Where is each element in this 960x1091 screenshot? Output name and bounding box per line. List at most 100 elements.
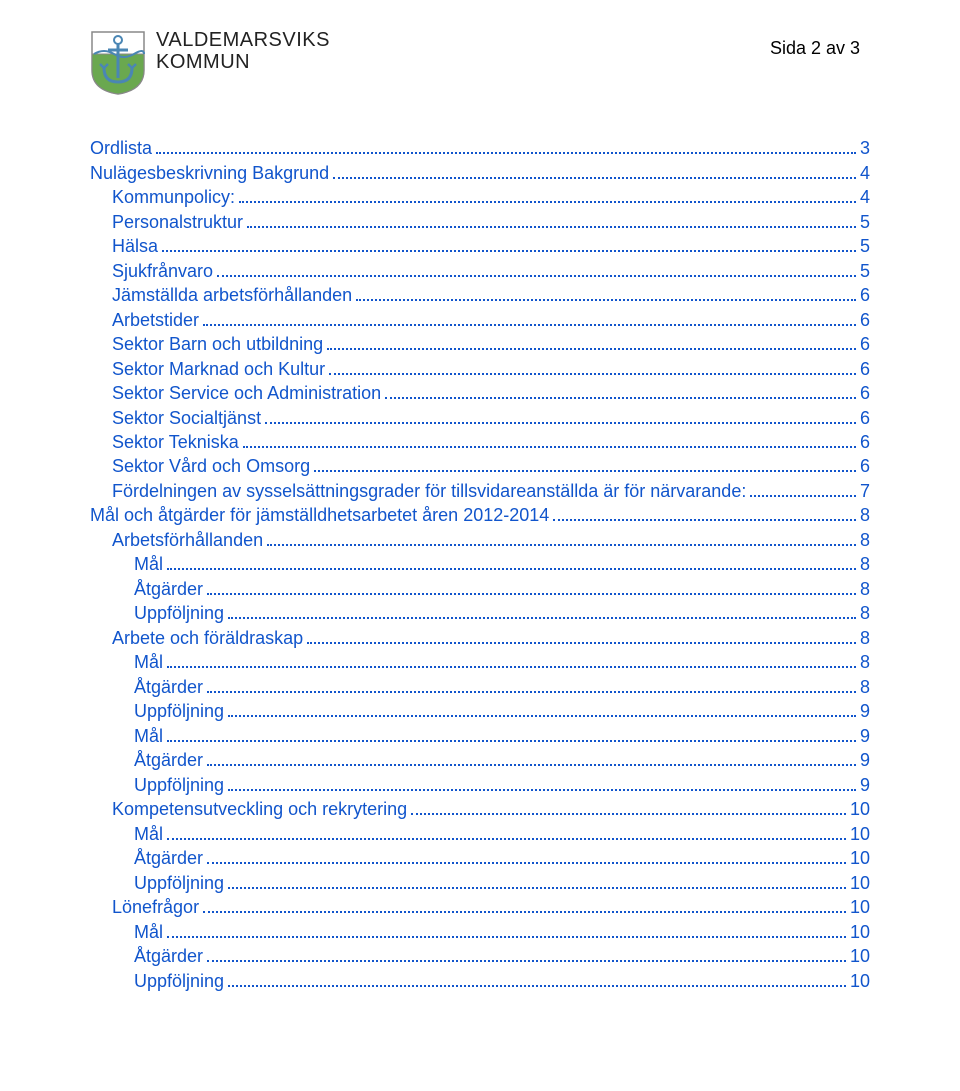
toc-row[interactable]: Personalstruktur 5 bbox=[90, 209, 870, 233]
toc-label: Sektor Service och Administration bbox=[112, 381, 381, 405]
toc-row[interactable]: Uppföljning 10 bbox=[90, 871, 870, 895]
toc-page-number: 9 bbox=[860, 699, 870, 723]
toc-leader-dots bbox=[203, 307, 856, 325]
toc-row[interactable]: Åtgärder 10 bbox=[90, 944, 870, 968]
toc-row[interactable]: Ordlista3 bbox=[90, 136, 870, 160]
toc-page-number: 10 bbox=[850, 871, 870, 895]
toc-page-number: 4 bbox=[860, 185, 870, 209]
toc-row[interactable]: Sektor Barn och utbildning 6 bbox=[90, 332, 870, 356]
toc-row[interactable]: Mål8 bbox=[90, 650, 870, 674]
toc-label: Kommunpolicy: bbox=[112, 185, 235, 209]
toc-label: Arbetsförhållanden bbox=[112, 528, 263, 552]
toc-leader-dots bbox=[167, 724, 856, 742]
toc-leader-dots bbox=[228, 773, 856, 791]
toc-row[interactable]: Lönefrågor10 bbox=[90, 895, 870, 919]
toc-label: Sektor Barn och utbildning bbox=[112, 332, 323, 356]
document-page: VALDEMARSVIKS KOMMUN Sida 2 av 3 Ordlist… bbox=[0, 0, 960, 1091]
toc-row[interactable]: Mål8 bbox=[90, 552, 870, 576]
toc-row[interactable]: Uppföljning 10 bbox=[90, 968, 870, 992]
toc-label: Åtgärder bbox=[134, 577, 203, 601]
toc-page-number: 5 bbox=[860, 210, 870, 234]
toc-label: Mål och åtgärder för jämställdhetsarbete… bbox=[90, 503, 549, 527]
toc-leader-dots bbox=[327, 332, 856, 350]
toc-label: Sektor Vård och Omsorg bbox=[112, 454, 310, 478]
toc-page-number: 10 bbox=[850, 944, 870, 968]
toc-row[interactable]: Kompetensutveckling och rekrytering10 bbox=[90, 797, 870, 821]
toc-leader-dots bbox=[162, 234, 856, 252]
toc-label: Uppföljning bbox=[134, 699, 224, 723]
toc-label: Personalstruktur bbox=[112, 210, 243, 234]
toc-row[interactable]: Fördelningen av sysselsättningsgrader fö… bbox=[90, 479, 870, 503]
toc-row[interactable]: Kommunpolicy: 4 bbox=[90, 185, 870, 209]
toc-row[interactable]: Nulägesbeskrivning Bakgrund 4 bbox=[90, 160, 870, 184]
toc-leader-dots bbox=[167, 920, 846, 938]
toc-leader-dots bbox=[217, 258, 856, 276]
toc-label: Nulägesbeskrivning Bakgrund bbox=[90, 161, 329, 185]
toc-row[interactable]: Uppföljning9 bbox=[90, 773, 870, 797]
toc-row[interactable]: Hälsa5 bbox=[90, 234, 870, 258]
toc-leader-dots bbox=[167, 552, 856, 570]
toc-page-number: 8 bbox=[860, 675, 870, 699]
toc-leader-dots bbox=[267, 528, 856, 546]
toc-page-number: 6 bbox=[860, 430, 870, 454]
toc-label: Åtgärder bbox=[134, 944, 203, 968]
toc-label: Uppföljning bbox=[134, 871, 224, 895]
toc-row[interactable]: Sektor Vård och Omsorg6 bbox=[90, 454, 870, 478]
toc-row[interactable]: Åtgärder9 bbox=[90, 748, 870, 772]
toc-label: Mål bbox=[134, 552, 163, 576]
toc-row[interactable]: Mål9 bbox=[90, 724, 870, 748]
toc-page-number: 5 bbox=[860, 234, 870, 258]
toc-row[interactable]: Mål10 bbox=[90, 920, 870, 944]
logo-text: VALDEMARSVIKS KOMMUN bbox=[156, 30, 330, 72]
toc-leader-dots bbox=[156, 136, 856, 154]
toc-row[interactable]: Arbete och föräldraskap8 bbox=[90, 626, 870, 650]
crest-icon bbox=[90, 30, 146, 96]
toc-row[interactable]: Åtgärder10 bbox=[90, 846, 870, 870]
toc-label: Fördelningen av sysselsättningsgrader fö… bbox=[112, 479, 746, 503]
toc-leader-dots bbox=[314, 454, 856, 472]
toc-row[interactable]: Mål10 bbox=[90, 822, 870, 846]
toc-page-number: 6 bbox=[860, 332, 870, 356]
toc-page-number: 9 bbox=[860, 724, 870, 748]
toc-page-number: 7 bbox=[860, 479, 870, 503]
toc-page-number: 8 bbox=[860, 626, 870, 650]
toc-row[interactable]: Sektor Socialtjänst6 bbox=[90, 405, 870, 429]
toc-page-number: 10 bbox=[850, 895, 870, 919]
toc-page-number: 4 bbox=[860, 161, 870, 185]
toc-page-number: 6 bbox=[860, 381, 870, 405]
toc-page-number: 10 bbox=[850, 969, 870, 993]
toc-label: Mål bbox=[134, 920, 163, 944]
table-of-contents: Ordlista3Nulägesbeskrivning Bakgrund4Kom… bbox=[90, 136, 870, 993]
toc-row[interactable]: Åtgärder 8 bbox=[90, 577, 870, 601]
toc-row[interactable]: Sektor Marknad och Kultur6 bbox=[90, 356, 870, 380]
toc-leader-dots bbox=[167, 650, 856, 668]
toc-leader-dots bbox=[228, 601, 856, 619]
toc-row[interactable]: Sektor Service och Administration 6 bbox=[90, 381, 870, 405]
toc-page-number: 10 bbox=[850, 846, 870, 870]
toc-row[interactable]: Sjukfrånvaro5 bbox=[90, 258, 870, 282]
toc-row[interactable]: Arbetstider6 bbox=[90, 307, 870, 331]
toc-page-number: 8 bbox=[860, 528, 870, 552]
toc-leader-dots bbox=[207, 748, 856, 766]
toc-leader-dots bbox=[167, 822, 846, 840]
toc-leader-dots bbox=[207, 944, 846, 962]
toc-row[interactable]: Jämställda arbetsförhållanden6 bbox=[90, 283, 870, 307]
toc-leader-dots bbox=[207, 675, 856, 693]
toc-row[interactable]: Sektor Tekniska6 bbox=[90, 430, 870, 454]
toc-page-number: 8 bbox=[860, 577, 870, 601]
toc-row[interactable]: Arbetsförhållanden 8 bbox=[90, 528, 870, 552]
toc-label: Åtgärder bbox=[134, 748, 203, 772]
toc-row[interactable]: Åtgärder8 bbox=[90, 675, 870, 699]
toc-label: Uppföljning bbox=[134, 969, 224, 993]
toc-row[interactable]: Uppföljning8 bbox=[90, 601, 870, 625]
toc-label: Sektor Socialtjänst bbox=[112, 406, 261, 430]
toc-leader-dots bbox=[356, 283, 856, 301]
toc-page-number: 8 bbox=[860, 503, 870, 527]
toc-row[interactable]: Uppföljning 9 bbox=[90, 699, 870, 723]
toc-label: Arbetstider bbox=[112, 308, 199, 332]
toc-label: Mål bbox=[134, 650, 163, 674]
toc-row[interactable]: Mål och åtgärder för jämställdhetsarbete… bbox=[90, 503, 870, 527]
page-indicator: Sida 2 av 3 bbox=[770, 30, 870, 59]
toc-leader-dots bbox=[228, 968, 846, 986]
toc-leader-dots bbox=[411, 797, 846, 815]
